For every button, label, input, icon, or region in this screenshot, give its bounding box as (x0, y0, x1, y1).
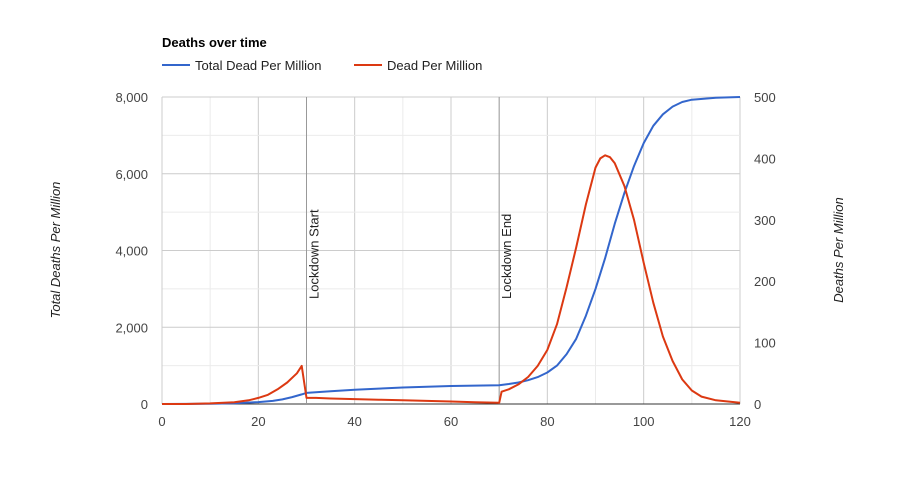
series-line-dead-per-million (162, 154, 741, 405)
y-left-tick-label: 0 (141, 397, 148, 412)
series-lines (161, 96, 741, 405)
annotation-label: Lockdown Start (307, 209, 322, 299)
legend-label-daily: Dead Per Million (387, 58, 482, 73)
x-tick-label: 20 (251, 414, 265, 429)
y-left-tick-label: 2,000 (115, 320, 148, 335)
y-right-tick-label: 300 (754, 213, 776, 228)
y-right-tick-label: 100 (754, 336, 776, 351)
y-axis-left-title: Total Deaths Per Million (48, 182, 63, 319)
y-axis-right-title: Deaths Per Million (831, 197, 846, 303)
legend[interactable]: Total Dead Per Million Dead Per Million (162, 58, 482, 73)
y-left-tick-label: 8,000 (115, 90, 148, 105)
gridlines (161, 96, 741, 405)
y-right-tick-label: 0 (754, 397, 761, 412)
legend-label-total: Total Dead Per Million (195, 58, 321, 73)
y-left-tick-label: 4,000 (115, 244, 148, 259)
y-right-tick-label: 200 (754, 274, 776, 289)
x-tick-label: 100 (633, 414, 655, 429)
y-axis-right: 0 100 200 300 400 500 (754, 90, 776, 412)
x-tick-label: 120 (729, 414, 751, 429)
x-axis: 0 20 40 60 80 100 120 (158, 414, 750, 429)
y-left-tick-label: 6,000 (115, 167, 148, 182)
x-tick-label: 0 (158, 414, 165, 429)
x-tick-label: 80 (540, 414, 554, 429)
y-right-tick-label: 400 (754, 151, 776, 166)
y-axis-left: 0 2,000 4,000 6,000 8,000 (115, 90, 148, 412)
y-right-tick-label: 500 (754, 90, 776, 105)
chart-title: Deaths over time (162, 35, 267, 50)
series-line-total-dead (161, 96, 741, 405)
x-tick-label: 60 (444, 414, 458, 429)
annotation-label: Lockdown End (499, 214, 514, 299)
annotations: Lockdown Start Lockdown End (306, 97, 514, 404)
x-tick-label: 40 (347, 414, 361, 429)
